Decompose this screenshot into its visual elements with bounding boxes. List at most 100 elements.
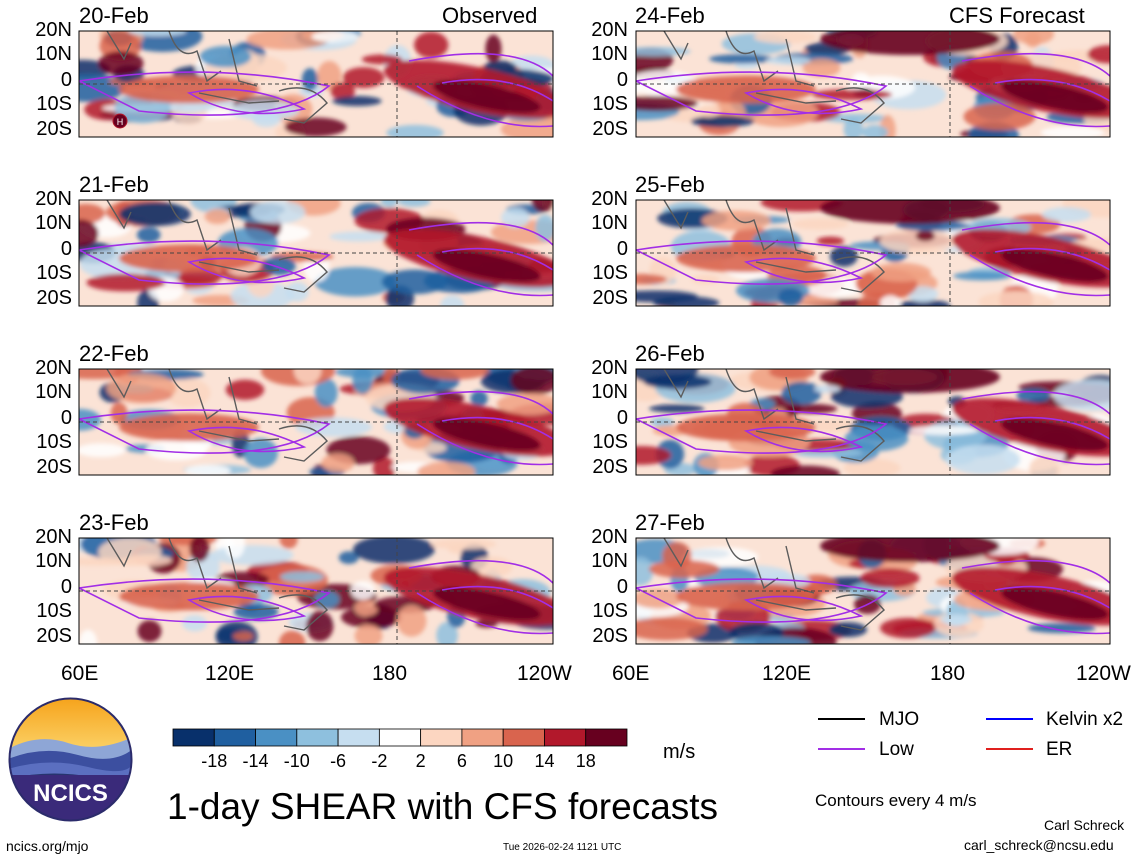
shear-field-blob xyxy=(852,72,870,86)
low-contour xyxy=(994,78,1110,102)
legend-lines xyxy=(818,718,1033,750)
shear-field-blob xyxy=(995,555,1017,566)
low-contour xyxy=(961,390,1110,466)
lat-label-left: 20S xyxy=(36,287,72,309)
shear-band xyxy=(676,413,816,442)
shear-field-blob xyxy=(792,218,849,230)
shear-core xyxy=(820,538,1000,562)
coastline xyxy=(835,256,885,293)
shear-field-blob xyxy=(907,286,939,303)
shear-field-blob xyxy=(106,372,177,404)
low-contour xyxy=(636,578,888,623)
panel-date-obs-3: 22-Feb xyxy=(79,341,149,366)
low-contour xyxy=(743,595,864,622)
map-frame xyxy=(635,368,1111,476)
shear-core xyxy=(432,587,541,621)
shear-field-blob xyxy=(1027,623,1096,634)
shear-field-blob xyxy=(321,453,355,473)
shear-field-blob xyxy=(301,68,319,92)
low-contour xyxy=(994,585,1110,609)
colorbar-tick: 6 xyxy=(456,751,467,771)
h-marker-label: H xyxy=(117,117,124,127)
lon-label-120e-right: 120E xyxy=(762,662,812,685)
coastline xyxy=(725,538,779,590)
shear-field-blob xyxy=(314,267,397,297)
shear-field-blob xyxy=(279,571,325,583)
shear-band xyxy=(119,244,259,273)
shear-field-blob xyxy=(311,31,359,43)
low-contour xyxy=(961,52,1110,128)
coastline xyxy=(228,207,258,256)
shear-core xyxy=(432,80,541,114)
shear-field-blob xyxy=(636,273,667,285)
lat-label-left: 20S xyxy=(36,118,72,140)
shear-field-blob xyxy=(249,200,306,224)
map-panel xyxy=(635,368,1111,476)
lon-label-180-right: 180 xyxy=(930,662,966,685)
lat-label-right: 0 xyxy=(616,238,628,260)
colorbar-swatch xyxy=(420,728,463,747)
h-marker xyxy=(112,113,128,129)
low-contour xyxy=(79,409,331,454)
coastline xyxy=(663,538,689,568)
shear-core xyxy=(432,418,541,452)
shear-field-blob xyxy=(431,538,497,550)
shear-field-blob xyxy=(210,545,294,565)
shear-field-blob xyxy=(79,443,126,458)
shear-field-blob xyxy=(898,299,951,306)
lat-label-right: 0 xyxy=(616,69,628,91)
map-frame xyxy=(78,30,554,138)
shear-field-blob xyxy=(332,95,382,107)
coastline xyxy=(278,256,328,293)
low-contour xyxy=(743,257,864,284)
colorbar-tick: -10 xyxy=(283,751,310,771)
shear-field-blob xyxy=(860,568,920,589)
coastline xyxy=(755,261,837,273)
shear-field-blob xyxy=(978,291,1054,306)
shear-band xyxy=(676,75,816,104)
shear-field-blob xyxy=(861,124,889,137)
shear-field-blob xyxy=(953,271,1012,281)
map-panel xyxy=(78,537,554,645)
shear-field-blob xyxy=(871,262,931,282)
shear-field-blob xyxy=(86,273,166,292)
coastline xyxy=(725,31,779,83)
shear-field-blob xyxy=(879,228,957,254)
colorbar-swatch xyxy=(213,728,256,747)
shear-field-blob xyxy=(963,103,1036,131)
colorbar-unit: m/s xyxy=(663,741,696,763)
map-frame xyxy=(635,199,1111,307)
shear-field-blob xyxy=(879,295,901,306)
ncics-logo: NCICS xyxy=(8,697,133,822)
low-contour xyxy=(994,247,1110,271)
shear-field-blob xyxy=(440,295,465,306)
shear-field-blob xyxy=(636,556,654,586)
shear-field-blob xyxy=(314,590,340,609)
coastline xyxy=(835,425,885,462)
shear-field-blob xyxy=(225,379,265,400)
shear-field-blob xyxy=(338,551,359,565)
shear-field-blob xyxy=(535,214,553,242)
low-contour xyxy=(636,71,888,116)
shear-field-blob xyxy=(496,393,553,415)
coastline xyxy=(835,87,885,124)
shear-field-blob xyxy=(829,246,858,267)
shear-field-blob xyxy=(908,425,979,436)
coastline xyxy=(168,31,222,83)
shear-core xyxy=(820,369,1000,393)
shear-field-blob xyxy=(778,288,804,306)
colorbar-swatch xyxy=(296,728,339,747)
footer-url[interactable]: ncics.org/mjo xyxy=(6,838,89,854)
shear-field-blob xyxy=(189,538,210,562)
lat-label-left: 10S xyxy=(36,600,72,622)
colorbar xyxy=(172,728,628,747)
low-contour xyxy=(408,390,553,466)
shear-field-blob xyxy=(420,369,490,380)
panel-date-fc-1: 24-Feb xyxy=(635,3,705,28)
shear-field-blob xyxy=(396,605,427,637)
shear-field-blob xyxy=(636,46,691,56)
footer-email[interactable]: carl_schreck@ncsu.edu xyxy=(964,837,1114,853)
low-contour xyxy=(408,52,553,128)
shear-field-blob xyxy=(182,615,208,632)
colorbar-tick: 2 xyxy=(415,751,426,771)
